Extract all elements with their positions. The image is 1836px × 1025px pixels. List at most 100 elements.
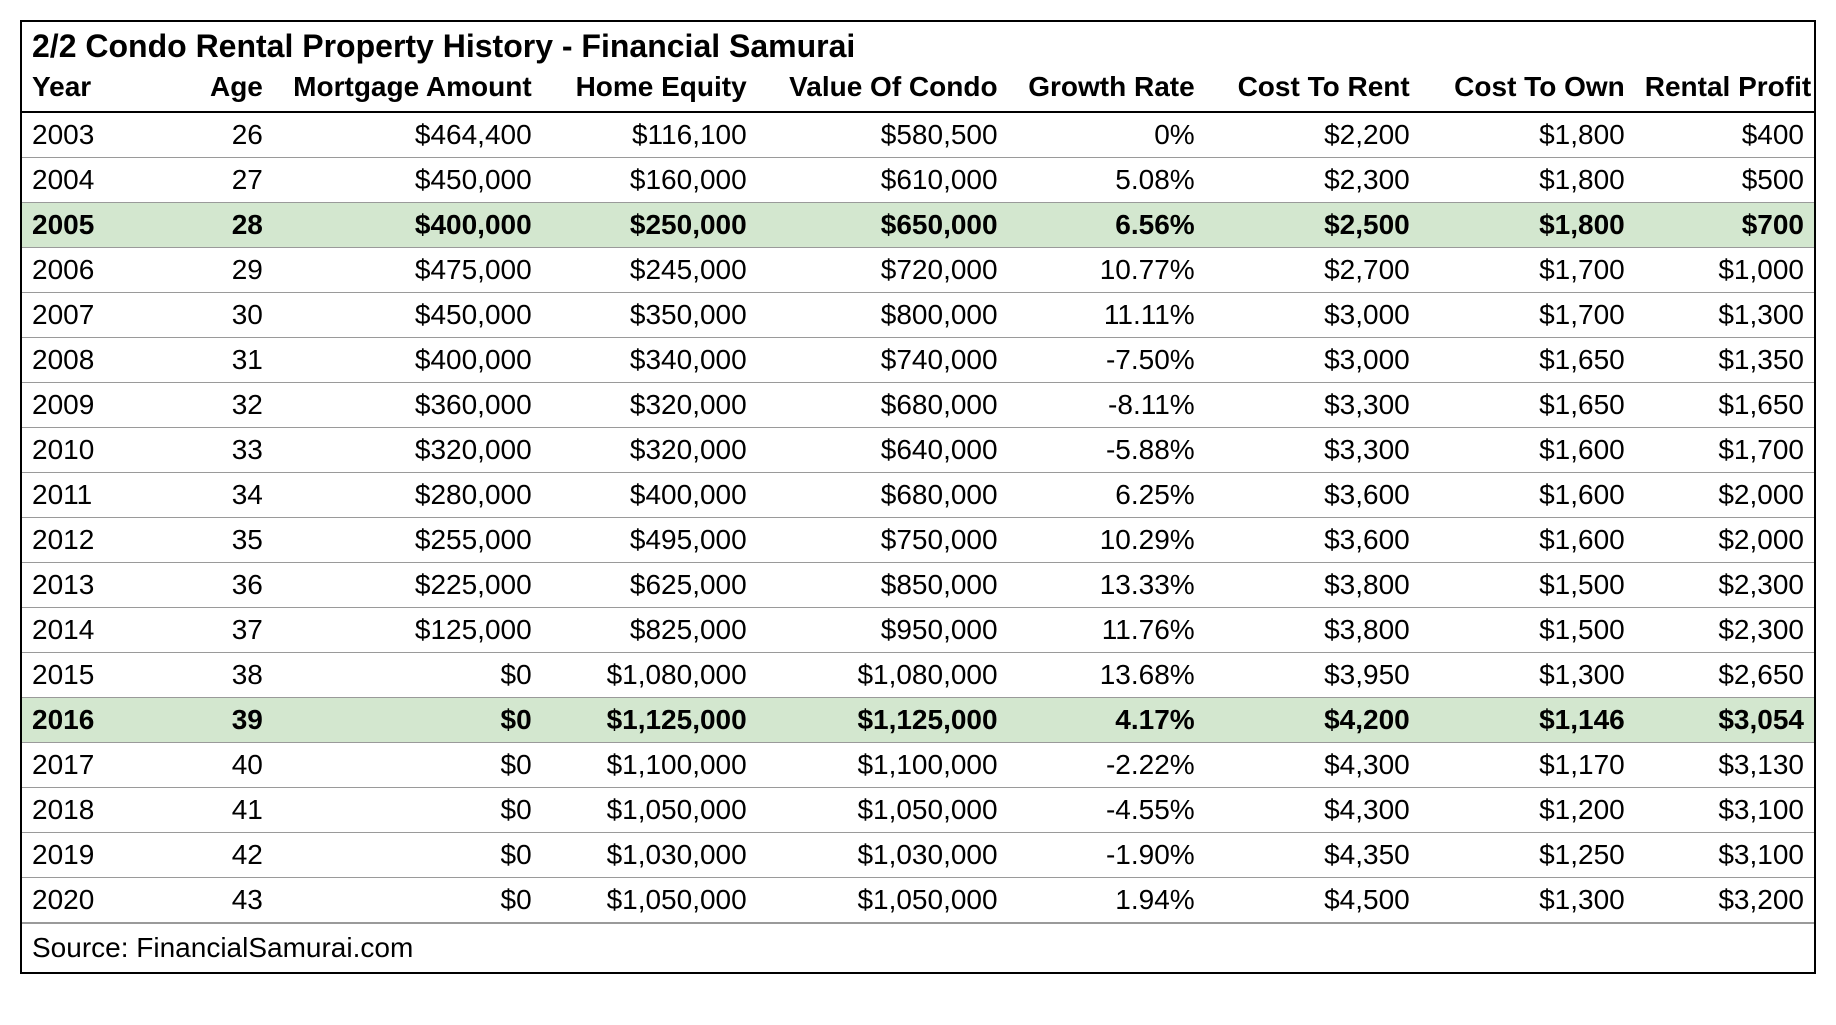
cell-growth: 4.17% (1008, 698, 1205, 743)
cell-equity: $320,000 (542, 383, 757, 428)
cell-cost_own: $1,500 (1420, 608, 1635, 653)
cell-growth: 6.25% (1008, 473, 1205, 518)
cell-age: 42 (165, 833, 273, 878)
cell-mortgage: $0 (273, 653, 542, 698)
cell-profit: $1,000 (1635, 248, 1814, 293)
cell-profit: $2,000 (1635, 473, 1814, 518)
cell-value: $740,000 (757, 338, 1008, 383)
cell-cost_rent: $2,200 (1205, 112, 1420, 158)
table-row: 200326$464,400$116,100$580,5000%$2,200$1… (22, 112, 1814, 158)
cell-mortgage: $255,000 (273, 518, 542, 563)
cell-cost_own: $1,800 (1420, 203, 1635, 248)
cell-age: 29 (165, 248, 273, 293)
cell-equity: $1,030,000 (542, 833, 757, 878)
cell-equity: $340,000 (542, 338, 757, 383)
cell-age: 43 (165, 878, 273, 923)
cell-mortgage: $0 (273, 833, 542, 878)
cell-year: 2018 (22, 788, 165, 833)
cell-equity: $1,050,000 (542, 788, 757, 833)
cell-profit: $2,300 (1635, 608, 1814, 653)
cell-equity: $625,000 (542, 563, 757, 608)
cell-growth: 6.56% (1008, 203, 1205, 248)
cell-cost_rent: $2,700 (1205, 248, 1420, 293)
col-header-own: Cost To Own (1420, 67, 1635, 112)
table-row: 201639$0$1,125,000$1,125,0004.17%$4,200$… (22, 698, 1814, 743)
cell-year: 2017 (22, 743, 165, 788)
cell-age: 33 (165, 428, 273, 473)
cell-cost_rent: $2,500 (1205, 203, 1420, 248)
cell-cost_rent: $3,300 (1205, 383, 1420, 428)
cell-year: 2016 (22, 698, 165, 743)
cell-equity: $350,000 (542, 293, 757, 338)
cell-cost_rent: $4,300 (1205, 788, 1420, 833)
cell-mortgage: $464,400 (273, 112, 542, 158)
cell-cost_own: $1,600 (1420, 428, 1635, 473)
cell-year: 2006 (22, 248, 165, 293)
cell-profit: $3,200 (1635, 878, 1814, 923)
cell-age: 30 (165, 293, 273, 338)
table-row: 202043$0$1,050,000$1,050,0001.94%$4,500$… (22, 878, 1814, 923)
cell-cost_rent: $4,350 (1205, 833, 1420, 878)
cell-year: 2019 (22, 833, 165, 878)
cell-cost_rent: $3,950 (1205, 653, 1420, 698)
cell-year: 2003 (22, 112, 165, 158)
cell-cost_own: $1,300 (1420, 878, 1635, 923)
table-row: 201740$0$1,100,000$1,100,000-2.22%$4,300… (22, 743, 1814, 788)
cell-year: 2012 (22, 518, 165, 563)
cell-value: $750,000 (757, 518, 1008, 563)
table-row: 201437$125,000$825,000$950,00011.76%$3,8… (22, 608, 1814, 653)
col-header-equity: Home Equity (542, 67, 757, 112)
property-history-table: 2/2 Condo Rental Property History - Fina… (20, 20, 1816, 974)
col-header-profit: Rental Profit (1635, 67, 1814, 112)
cell-cost_rent: $2,300 (1205, 158, 1420, 203)
cell-mortgage: $400,000 (273, 338, 542, 383)
cell-mortgage: $225,000 (273, 563, 542, 608)
cell-growth: 13.68% (1008, 653, 1205, 698)
cell-age: 28 (165, 203, 273, 248)
cell-mortgage: $0 (273, 878, 542, 923)
cell-year: 2009 (22, 383, 165, 428)
cell-profit: $3,100 (1635, 788, 1814, 833)
cell-equity: $1,125,000 (542, 698, 757, 743)
cell-cost_own: $1,600 (1420, 518, 1635, 563)
cell-growth: -4.55% (1008, 788, 1205, 833)
cell-mortgage: $475,000 (273, 248, 542, 293)
cell-profit: $3,100 (1635, 833, 1814, 878)
cell-growth: 13.33% (1008, 563, 1205, 608)
cell-growth: -5.88% (1008, 428, 1205, 473)
cell-value: $1,100,000 (757, 743, 1008, 788)
cell-value: $680,000 (757, 383, 1008, 428)
cell-cost_rent: $4,300 (1205, 743, 1420, 788)
cell-mortgage: $450,000 (273, 158, 542, 203)
table-row: 200932$360,000$320,000$680,000-8.11%$3,3… (22, 383, 1814, 428)
cell-age: 41 (165, 788, 273, 833)
cell-value: $580,500 (757, 112, 1008, 158)
cell-value: $950,000 (757, 608, 1008, 653)
cell-mortgage: $0 (273, 743, 542, 788)
cell-cost_own: $1,146 (1420, 698, 1635, 743)
cell-cost_own: $1,700 (1420, 293, 1635, 338)
cell-year: 2014 (22, 608, 165, 653)
cell-mortgage: $0 (273, 698, 542, 743)
cell-age: 37 (165, 608, 273, 653)
cell-year: 2015 (22, 653, 165, 698)
cell-year: 2020 (22, 878, 165, 923)
cell-profit: $1,650 (1635, 383, 1814, 428)
cell-equity: $245,000 (542, 248, 757, 293)
col-header-growth: Growth Rate (1008, 67, 1205, 112)
table-row: 201134$280,000$400,000$680,0006.25%$3,60… (22, 473, 1814, 518)
cell-cost_own: $1,650 (1420, 383, 1635, 428)
cell-year: 2007 (22, 293, 165, 338)
table-row: 200427$450,000$160,000$610,0005.08%$2,30… (22, 158, 1814, 203)
cell-mortgage: $320,000 (273, 428, 542, 473)
table-row: 201841$0$1,050,000$1,050,000-4.55%$4,300… (22, 788, 1814, 833)
table-row: 201942$0$1,030,000$1,030,000-1.90%$4,350… (22, 833, 1814, 878)
cell-growth: 11.76% (1008, 608, 1205, 653)
cell-year: 2008 (22, 338, 165, 383)
table-header: Year Age Mortgage Amount Home Equity Val… (22, 67, 1814, 112)
cell-equity: $320,000 (542, 428, 757, 473)
cell-value: $800,000 (757, 293, 1008, 338)
data-table: Year Age Mortgage Amount Home Equity Val… (22, 67, 1814, 923)
cell-equity: $1,080,000 (542, 653, 757, 698)
cell-age: 36 (165, 563, 273, 608)
